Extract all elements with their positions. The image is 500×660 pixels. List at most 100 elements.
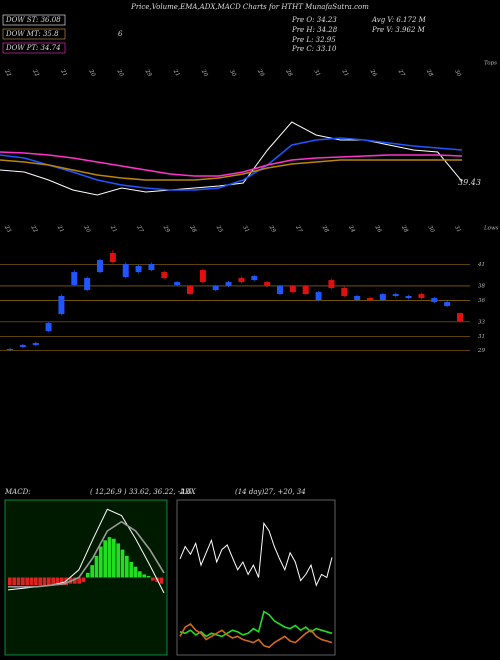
candle-body — [97, 260, 103, 273]
histogram-bar — [16, 577, 21, 586]
y-tick-label: 29 — [477, 348, 485, 354]
top-date: 31 — [312, 69, 321, 78]
histogram-bar — [77, 577, 82, 584]
candle-body — [354, 296, 361, 301]
low-date: 27 — [135, 224, 144, 234]
macd-title: MACD: — [4, 488, 31, 496]
histogram-bar — [125, 555, 129, 578]
candle-body — [251, 276, 258, 281]
candle-body — [84, 278, 91, 291]
dow-st-box — [2, 14, 66, 26]
adx-label: (14 day)27, +20, 34 — [235, 488, 306, 496]
histogram-bar — [103, 540, 108, 578]
y-tick-label: 33 — [478, 319, 485, 325]
histogram-bar — [99, 546, 103, 578]
candle-body — [277, 286, 283, 295]
top-date: 28 — [284, 68, 293, 78]
last-price: 39.43 — [458, 178, 481, 187]
low-date: 29 — [161, 224, 170, 234]
lows-label: Lows — [483, 226, 499, 232]
candle-body — [405, 296, 412, 299]
histogram-bar — [129, 562, 134, 578]
histogram-bar — [142, 574, 147, 578]
low-date: 30 — [426, 225, 435, 234]
histogram-bar — [12, 577, 17, 586]
low-date: 26 — [373, 224, 382, 234]
candle-body — [58, 296, 65, 315]
candle-body — [32, 343, 39, 346]
histogram-bar — [42, 577, 47, 586]
adx-title: ADX — [179, 488, 197, 496]
top-date: 30 — [453, 69, 462, 78]
top-date: 20 — [199, 68, 208, 78]
candle-body — [431, 298, 438, 303]
histogram-bar — [107, 537, 112, 578]
top-date: 22 — [2, 68, 11, 78]
candle-body — [264, 282, 271, 287]
dow-pt: DOW PT: 34.74 — [5, 44, 61, 52]
candle-body — [379, 294, 386, 301]
histogram-bar — [151, 577, 155, 581]
page-title: Price,Volume,EMA,ADX,MACD Charts for HTH… — [130, 3, 369, 11]
candle-body — [367, 298, 373, 301]
low-date: 27 — [294, 224, 303, 234]
candle-body — [418, 294, 425, 299]
pre-h: Pre H: 34.28 — [291, 26, 338, 34]
candle-body — [71, 272, 78, 286]
histogram-bar — [21, 577, 25, 586]
low-date: 28 — [400, 224, 409, 234]
top-date: 26 — [368, 68, 377, 78]
histogram-bar — [116, 543, 121, 578]
top-date: 21 — [171, 68, 180, 78]
histogram-bar — [81, 577, 86, 583]
histogram-bar — [138, 571, 142, 578]
histogram-bar — [38, 577, 43, 586]
low-date: 24 — [347, 224, 356, 234]
low-date: 31 — [241, 225, 250, 234]
series-line — [179, 521, 333, 587]
candle-body — [225, 282, 232, 287]
y-tick-label: 38 — [478, 283, 485, 289]
candle-body — [122, 264, 129, 278]
pre-l: Pre L: 32.95 — [291, 36, 336, 44]
y-tick-label: 31 — [478, 334, 485, 340]
candle-body — [238, 278, 245, 283]
candle-body — [392, 294, 399, 296]
top-date: 29 — [256, 68, 265, 78]
candle-body — [315, 292, 322, 301]
histogram-bar — [120, 549, 125, 578]
histogram-bar — [86, 572, 90, 578]
series-line — [0, 151, 463, 177]
histogram-bar — [60, 577, 64, 586]
series-line — [0, 137, 463, 191]
top-date: 21 — [59, 68, 68, 78]
candle-body — [328, 280, 335, 289]
candle-body — [148, 264, 155, 271]
low-date: 21 — [108, 224, 117, 234]
candle-body — [161, 272, 168, 279]
histogram-bar — [34, 577, 38, 586]
low-date: 21 — [55, 224, 64, 234]
histogram-bar — [8, 577, 12, 586]
tops-label: Tops — [484, 61, 497, 67]
series-line — [0, 159, 462, 181]
candle-body — [212, 286, 219, 291]
top-date: 20 — [87, 68, 96, 78]
pre-v: Pre V: 3.962 M — [371, 26, 426, 34]
histogram-bar — [73, 577, 77, 584]
top-date: 21 — [340, 68, 349, 78]
dow-mt: DOW MT: 35.8 — [5, 30, 59, 38]
candle-body — [457, 313, 463, 322]
low-date: 29 — [267, 224, 276, 234]
low-date: 28 — [320, 224, 329, 234]
top-date: 22 — [31, 68, 40, 78]
histogram-bar — [146, 575, 151, 578]
y-tick-label: 41 — [477, 262, 485, 268]
histogram-bar — [25, 577, 30, 586]
pre-c: Pre C: 33.10 — [291, 45, 337, 53]
candle-body — [444, 302, 451, 306]
pre-o: Pre O: 34.23 — [291, 16, 337, 24]
histogram-bar — [159, 577, 164, 584]
y-tick-label: 36 — [478, 298, 485, 304]
